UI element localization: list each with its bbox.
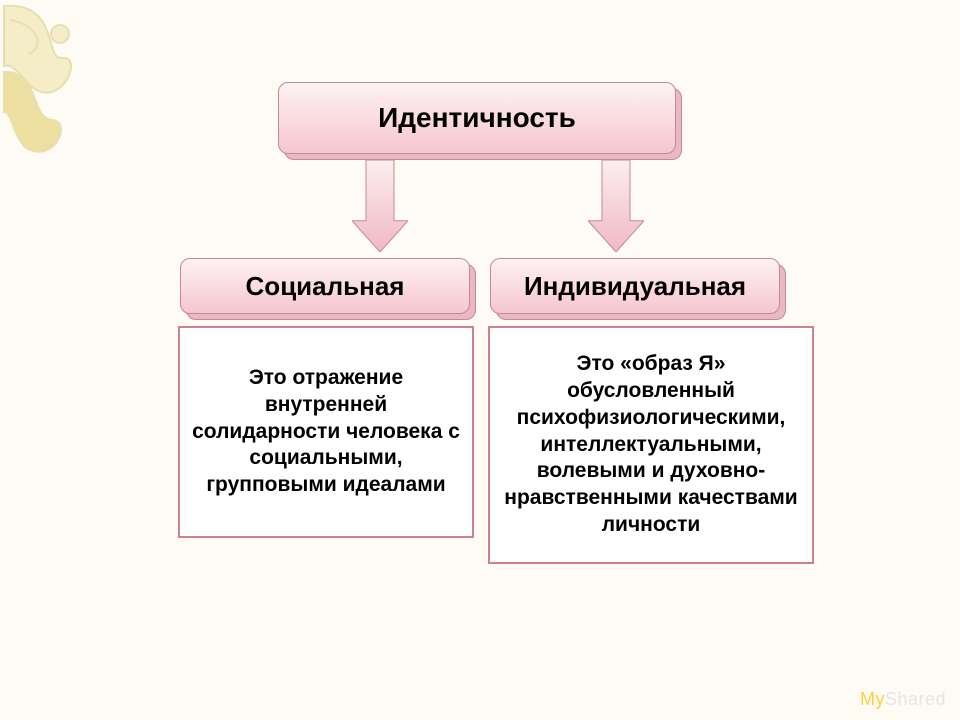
desc-right-text: Это «образ Я» обусловленный психофизиоло… xyxy=(498,351,804,539)
arrow-right xyxy=(588,160,644,252)
title-box: Идентичность xyxy=(278,82,676,154)
branch-right-label: Индивидуальная xyxy=(524,271,746,302)
watermark-suffix: Shared xyxy=(885,689,946,709)
branch-left-label: Социальная xyxy=(246,271,405,302)
branch-left-box: Социальная xyxy=(180,258,470,314)
arrow-left xyxy=(352,160,408,252)
title-text: Идентичность xyxy=(378,102,576,134)
desc-left-box: Это отражение внутренней солидарности че… xyxy=(178,326,474,538)
watermark: MyShared xyxy=(860,689,946,710)
desc-right-box: Это «образ Я» обусловленный психофизиоло… xyxy=(488,326,814,564)
branch-right-box: Индивидуальная xyxy=(490,258,780,314)
watermark-prefix: My xyxy=(860,689,885,709)
corner-ornament xyxy=(0,0,130,190)
desc-left-text: Это отражение внутренней солидарности че… xyxy=(188,365,464,499)
